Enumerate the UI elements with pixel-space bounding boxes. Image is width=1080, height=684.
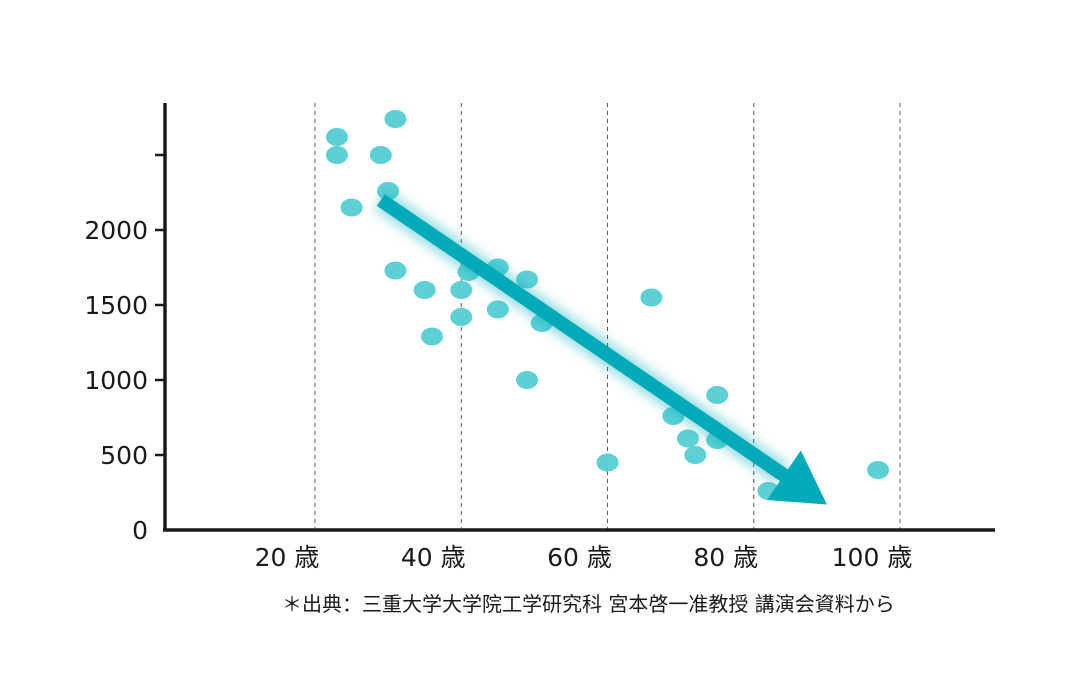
data-point bbox=[450, 281, 473, 299]
trend-arrow-shaft bbox=[376, 194, 792, 484]
data-point bbox=[706, 386, 729, 404]
x-tick-label: 20 歳 bbox=[255, 543, 320, 572]
y-tick-label: 0 bbox=[132, 516, 148, 545]
axes bbox=[155, 103, 995, 532]
y-tick-label: 500 bbox=[100, 441, 148, 470]
data-point bbox=[450, 308, 473, 326]
x-tick-label: 60 歳 bbox=[547, 543, 612, 572]
source-footnote: ＊出典：三重大学大学院工学研究科 宮本啓一准教授 講演会資料から bbox=[282, 592, 895, 616]
y-tick-label: 1000 bbox=[84, 366, 148, 395]
data-point bbox=[369, 146, 392, 164]
trend-arrow bbox=[374, 190, 827, 505]
data-point bbox=[640, 288, 663, 307]
tick-labels: 0 500 1000 1500 2000 20 歳 40 歳 60 歳 80 歳 100 歳 bbox=[84, 216, 912, 572]
x-tick-label: 40 歳 bbox=[401, 543, 466, 572]
data-point bbox=[486, 300, 509, 319]
data-point bbox=[684, 446, 707, 464]
x-tick-label: 100 歳 bbox=[832, 543, 913, 572]
x-tick-label: 80 歳 bbox=[693, 543, 758, 572]
data-point bbox=[340, 198, 363, 217]
data-point bbox=[384, 110, 407, 128]
data-point bbox=[325, 128, 348, 146]
data-point bbox=[413, 281, 436, 299]
y-tick-label: 2000 bbox=[84, 216, 148, 245]
y-tick-label: 1500 bbox=[84, 291, 148, 320]
data-point bbox=[676, 429, 699, 448]
data-point bbox=[516, 371, 539, 389]
data-point bbox=[325, 146, 348, 164]
trend-arrow-head bbox=[767, 450, 827, 505]
data-point bbox=[867, 461, 890, 479]
data-point bbox=[421, 327, 443, 346]
data-point bbox=[384, 261, 407, 280]
data-point bbox=[596, 453, 619, 472]
